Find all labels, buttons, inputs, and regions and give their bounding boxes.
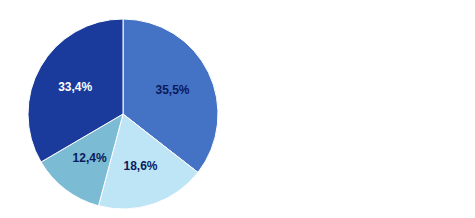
svg-text:35,5%: 35,5%: [155, 83, 189, 97]
svg-text:33,4%: 33,4%: [58, 80, 92, 94]
svg-text:12,4%: 12,4%: [73, 151, 107, 165]
svg-text:18,6%: 18,6%: [124, 159, 158, 173]
